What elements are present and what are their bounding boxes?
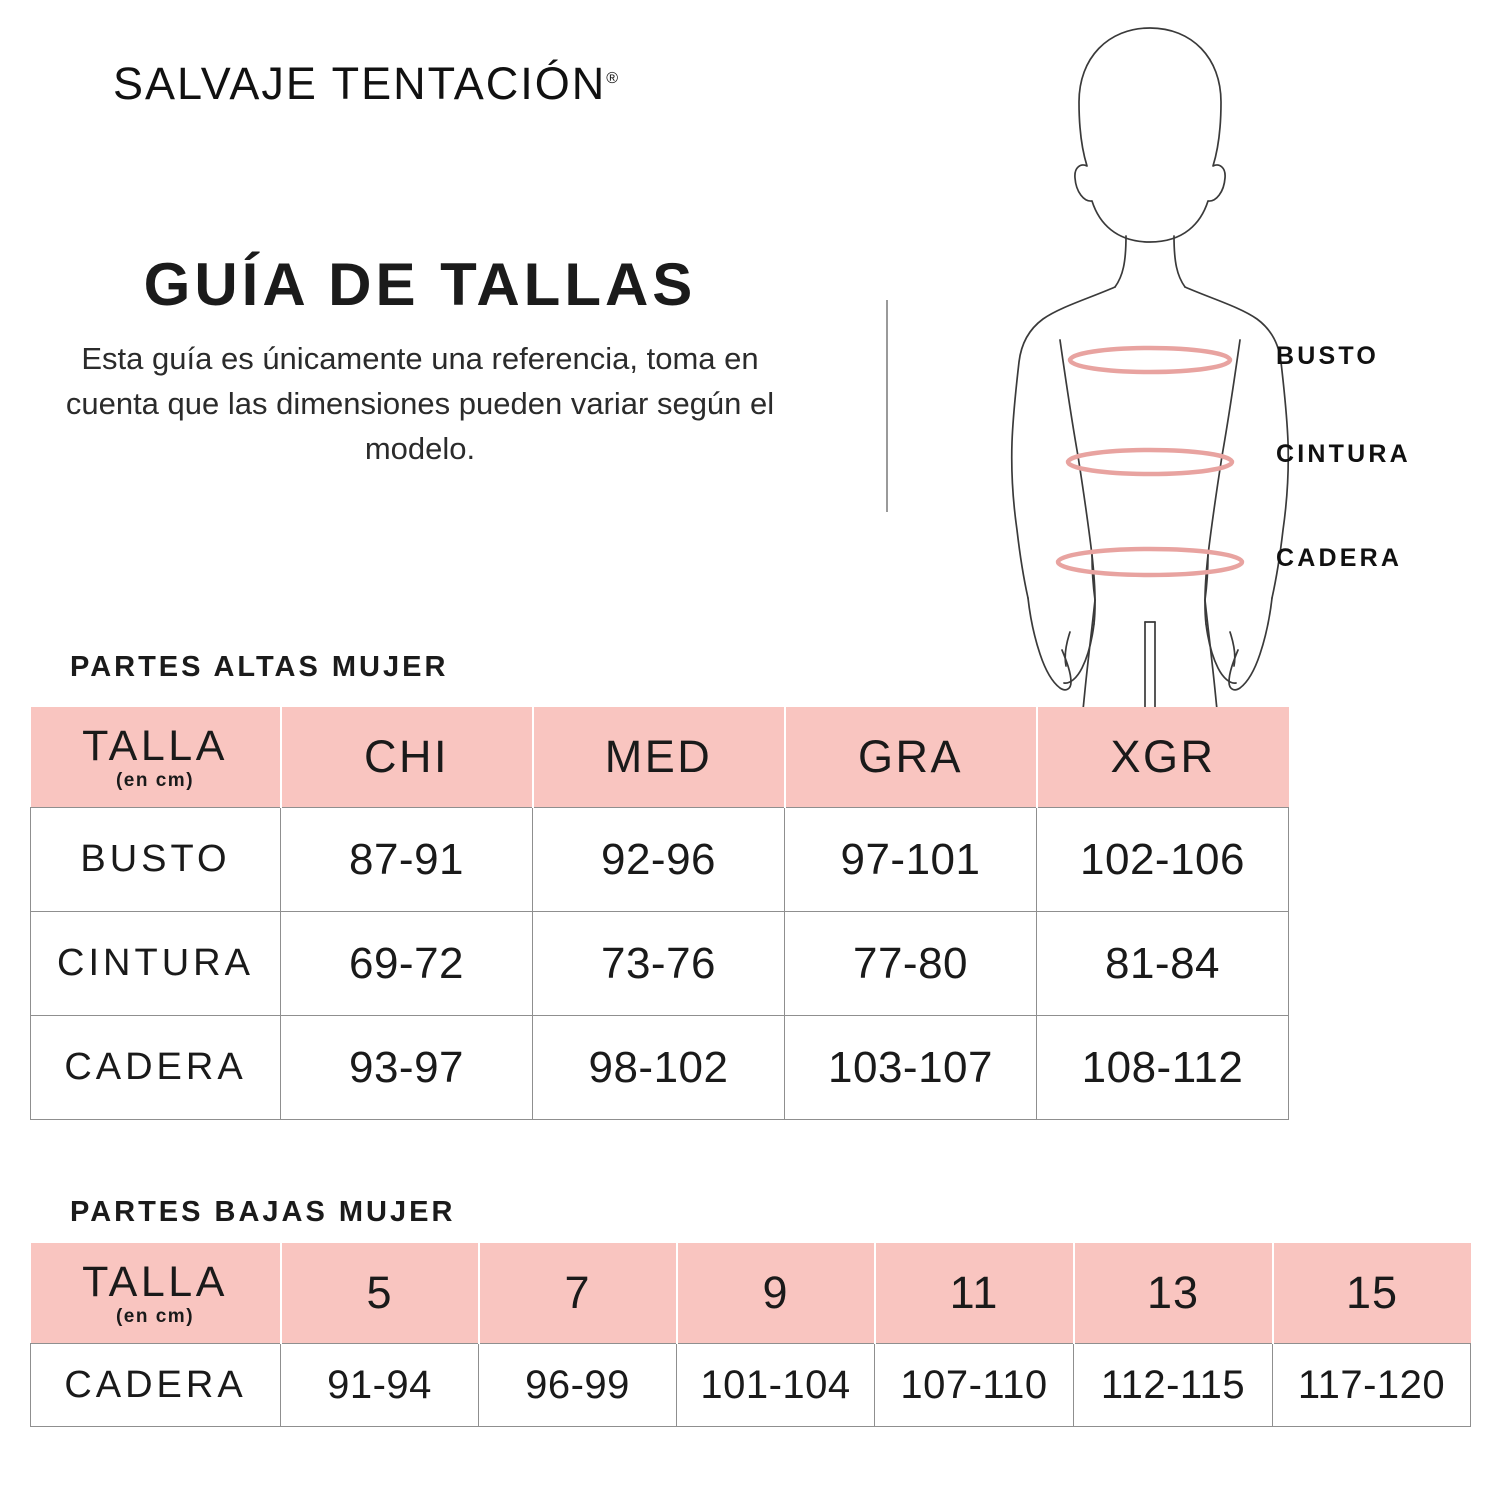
header-talla-unit: (en cm) bbox=[115, 770, 195, 791]
table-row: CADERA 91-94 96-99 101-104 107-110 112-1… bbox=[30, 1343, 1471, 1427]
cadera-measure-ring bbox=[1055, 546, 1245, 578]
header-cell-med: MED bbox=[532, 707, 786, 808]
table-row: BUSTO 87-91 92-96 97-101 102-106 bbox=[30, 807, 1289, 912]
cell-busto-chi: 87-91 bbox=[280, 807, 533, 912]
header-cell-size-5: 5 bbox=[280, 1243, 480, 1344]
cell-busto-gra: 97-101 bbox=[784, 807, 1037, 912]
cell-busto-med: 92-96 bbox=[532, 807, 785, 912]
cell-cadera-11: 107-110 bbox=[874, 1343, 1074, 1427]
cell-cadera-5: 91-94 bbox=[280, 1343, 479, 1427]
header-cell-size-7: 7 bbox=[478, 1243, 678, 1344]
cell-busto-xgr: 102-106 bbox=[1036, 807, 1289, 912]
vertical-divider bbox=[886, 300, 888, 512]
header-cell-size-11: 11 bbox=[874, 1243, 1075, 1344]
size-table-partes-bajas: TALLA (en cm) 5 7 9 11 13 15 CADERA 91-9… bbox=[30, 1243, 1471, 1427]
header-talla-label: TALLA bbox=[82, 722, 228, 770]
cell-cintura-gra: 77-80 bbox=[784, 911, 1037, 1016]
page-title: GUÍA DE TALLAS bbox=[143, 251, 697, 318]
section-caption-partes-altas: PARTES ALTAS MUJER bbox=[70, 651, 449, 683]
label-cintura: CINTURA bbox=[1276, 440, 1411, 468]
registered-trademark-icon: ® bbox=[606, 70, 619, 87]
section-caption-partes-bajas: PARTES BAJAS MUJER bbox=[70, 1196, 456, 1228]
cell-cadera-13: 112-115 bbox=[1073, 1343, 1273, 1427]
header-cell-xgr: XGR bbox=[1036, 707, 1289, 808]
header-talla-unit: (en cm) bbox=[115, 1306, 195, 1327]
table-header-row: TALLA (en cm) 5 7 9 11 13 15 bbox=[30, 1243, 1471, 1344]
cell-cadera-9: 101-104 bbox=[676, 1343, 875, 1427]
brand-name: SALVAJE TENTACIÓN bbox=[113, 58, 607, 109]
header-cell-size-9: 9 bbox=[676, 1243, 876, 1344]
label-busto: BUSTO bbox=[1276, 342, 1380, 370]
table-header-row: TALLA (en cm) CHI MED GRA XGR bbox=[30, 707, 1289, 808]
label-cadera: CADERA bbox=[1276, 544, 1403, 572]
cell-cadera-7: 96-99 bbox=[478, 1343, 677, 1427]
page-description: Esta guía es únicamente una referencia, … bbox=[65, 341, 775, 466]
cintura-measure-ring bbox=[1065, 447, 1235, 477]
cell-cadera-gra: 103-107 bbox=[784, 1015, 1037, 1120]
cell-cintura-xgr: 81-84 bbox=[1036, 911, 1289, 1016]
row-label-cadera: CADERA bbox=[30, 1343, 281, 1427]
brand-logo: SALVAJE TENTACIÓN® bbox=[113, 58, 618, 110]
header-cell-talla: TALLA (en cm) bbox=[30, 1243, 282, 1344]
header-cell-chi: CHI bbox=[280, 707, 534, 808]
cell-cadera-med: 98-102 bbox=[532, 1015, 785, 1120]
header-cell-size-15: 15 bbox=[1272, 1243, 1471, 1344]
cell-cintura-chi: 69-72 bbox=[280, 911, 533, 1016]
row-label-cadera: CADERA bbox=[30, 1015, 281, 1120]
body-figure-diagram bbox=[940, 10, 1360, 710]
header-talla-label: TALLA bbox=[82, 1258, 228, 1306]
row-label-busto: BUSTO bbox=[30, 807, 281, 912]
row-label-cintura: CINTURA bbox=[30, 911, 281, 1016]
header-cell-size-13: 13 bbox=[1073, 1243, 1274, 1344]
header-cell-gra: GRA bbox=[784, 707, 1038, 808]
cell-cintura-med: 73-76 bbox=[532, 911, 785, 1016]
size-table-partes-altas: TALLA (en cm) CHI MED GRA XGR BUSTO 87-9… bbox=[30, 707, 1289, 1120]
table-row: CADERA 93-97 98-102 103-107 108-112 bbox=[30, 1015, 1289, 1120]
cell-cadera-15: 117-120 bbox=[1272, 1343, 1471, 1427]
cell-cadera-chi: 93-97 bbox=[280, 1015, 533, 1120]
table-row: CINTURA 69-72 73-76 77-80 81-84 bbox=[30, 911, 1289, 1016]
header-cell-talla: TALLA (en cm) bbox=[30, 707, 282, 808]
busto-measure-ring bbox=[1067, 345, 1233, 375]
cell-cadera-xgr: 108-112 bbox=[1036, 1015, 1289, 1120]
